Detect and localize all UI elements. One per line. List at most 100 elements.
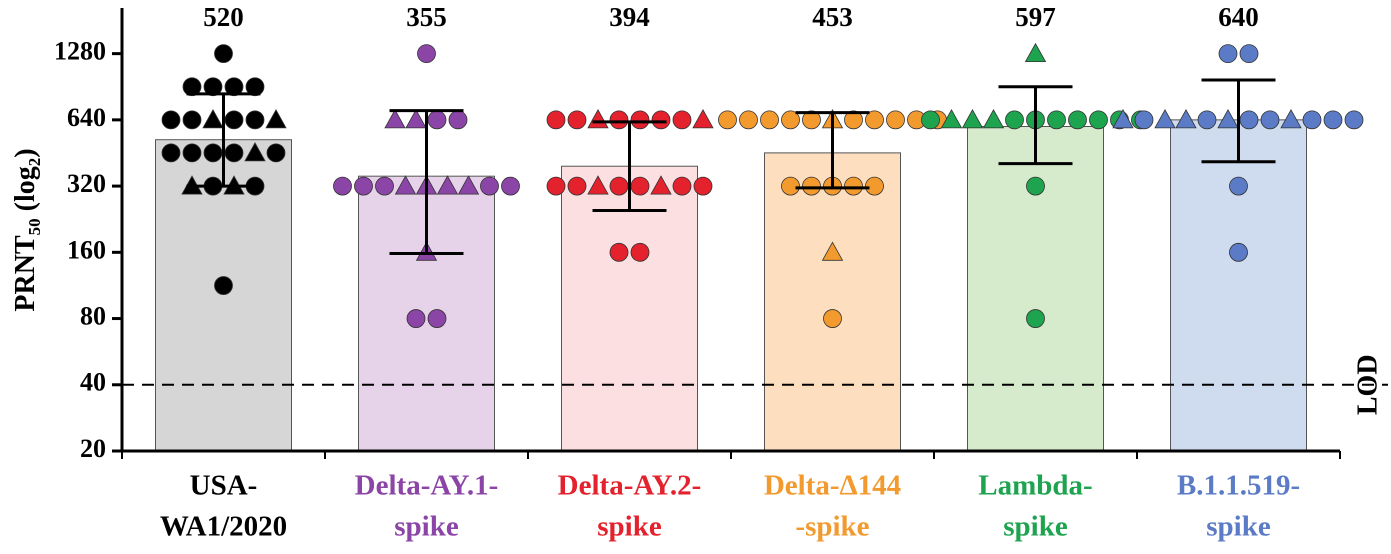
data-point <box>161 143 181 163</box>
data-point <box>214 276 233 295</box>
data-point <box>214 44 233 64</box>
data-point <box>1229 176 1248 196</box>
data-point <box>1239 110 1259 130</box>
data-point <box>609 110 629 130</box>
y-tick-label: 1280 <box>54 37 106 66</box>
data-point <box>1323 110 1343 130</box>
data-point <box>182 143 202 163</box>
y-label-text: ) <box>10 148 41 157</box>
data-point <box>651 110 671 130</box>
data-point <box>1047 110 1066 130</box>
data-point <box>1229 242 1248 262</box>
bar <box>967 126 1104 452</box>
y-tick-label: 160 <box>67 235 106 264</box>
data-point <box>203 143 223 163</box>
data-point <box>354 176 373 196</box>
y-label-text: PRNT <box>10 235 41 312</box>
data-point <box>587 175 609 195</box>
data-point <box>1089 110 1108 130</box>
x-tick-label: -spike <box>795 511 869 543</box>
data-point <box>457 175 480 195</box>
data-point <box>1197 110 1217 130</box>
x-tick-label: spike <box>597 511 662 543</box>
reference-label: LOD <box>1352 354 1383 415</box>
data-point <box>802 176 821 196</box>
data-point <box>245 77 265 97</box>
y-tick-label: 320 <box>67 169 106 198</box>
y-label-subscript: 2 <box>25 158 44 167</box>
data-point <box>844 110 863 130</box>
y-tick-label: 80 <box>80 302 106 331</box>
data-point <box>182 77 202 97</box>
bar <box>155 139 292 452</box>
data-point <box>182 110 202 130</box>
value-label: 453 <box>812 2 853 32</box>
data-point <box>1217 109 1239 129</box>
data-point <box>587 109 609 129</box>
data-point <box>693 176 713 196</box>
x-tick-label: Lambda- <box>978 470 1092 502</box>
data-point <box>567 110 587 130</box>
data-point <box>760 110 779 130</box>
data-point <box>1005 110 1024 130</box>
value-label: 597 <box>1015 2 1056 32</box>
data-point <box>1134 110 1154 130</box>
data-point <box>1112 109 1134 129</box>
x-tick-label: spike <box>394 511 459 543</box>
data-point <box>781 110 800 130</box>
data-point <box>448 110 468 130</box>
data-point <box>480 176 499 196</box>
data-point <box>405 109 427 129</box>
y-tick-label: 640 <box>67 103 106 132</box>
data-point <box>203 77 223 97</box>
data-point <box>672 176 692 196</box>
data-point <box>844 176 863 196</box>
y-tick-label: 40 <box>80 368 106 397</box>
data-point <box>781 176 800 196</box>
data-point <box>202 109 224 129</box>
data-point <box>921 110 940 130</box>
data-point <box>865 110 884 130</box>
data-point <box>1280 109 1302 129</box>
x-tick-label: spike <box>1206 511 1271 543</box>
data-point <box>427 309 447 328</box>
data-point <box>417 44 436 64</box>
data-point <box>375 176 394 196</box>
data-point <box>1239 44 1259 64</box>
data-point <box>245 110 265 130</box>
y-tick-label: 20 <box>80 434 106 463</box>
value-label: 355 <box>406 2 447 32</box>
data-point <box>1302 110 1322 130</box>
data-point <box>739 110 758 130</box>
x-tick-label: B.1.1.519- <box>1177 470 1300 502</box>
data-point <box>1026 309 1045 328</box>
x-tick-label: Delta-Δ144 <box>764 470 901 502</box>
data-point <box>692 109 714 129</box>
data-point <box>821 241 844 261</box>
data-point <box>161 110 181 130</box>
data-point <box>384 109 406 129</box>
data-point <box>1024 42 1047 63</box>
data-point <box>886 110 905 130</box>
data-point <box>394 175 417 195</box>
x-tick-label: USA- <box>190 470 258 502</box>
data-point <box>567 176 587 196</box>
data-point <box>865 176 884 196</box>
value-label: 640 <box>1218 2 1259 32</box>
data-point <box>630 242 650 262</box>
data-point <box>244 142 266 162</box>
data-point <box>427 110 447 130</box>
data-point <box>982 109 1005 129</box>
value-label: 394 <box>609 2 650 32</box>
data-point <box>940 109 963 129</box>
y-axis-label: PRNT50 (log2) <box>10 148 43 311</box>
x-tick-label: WA1/2020 <box>160 511 287 543</box>
data-point <box>1260 110 1280 130</box>
data-point <box>1344 110 1364 130</box>
data-point <box>1175 109 1197 129</box>
data-point <box>823 309 842 328</box>
data-point <box>630 176 650 196</box>
data-point <box>672 110 692 130</box>
